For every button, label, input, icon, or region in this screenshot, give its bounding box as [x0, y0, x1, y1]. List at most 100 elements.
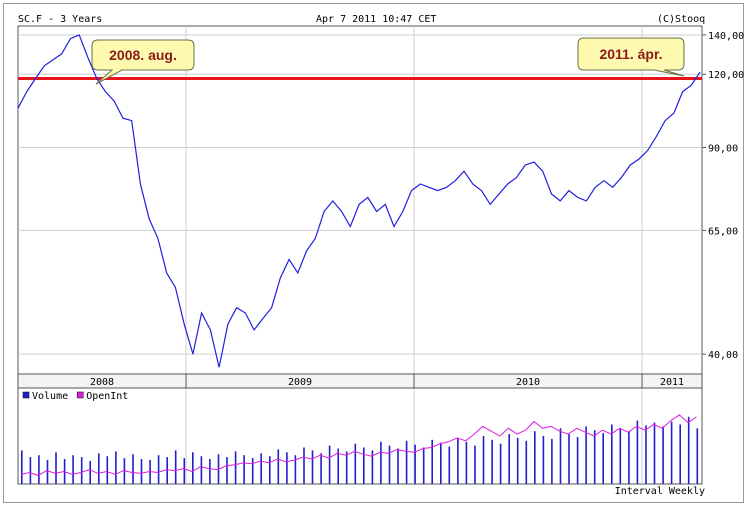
volume-bar: [55, 452, 57, 484]
volume-bar: [636, 420, 639, 484]
volume-bar: [388, 445, 391, 484]
x-tick-label: 2008: [90, 377, 114, 388]
volume-bar: [585, 426, 587, 484]
volume-bar: [98, 453, 100, 484]
volume-bar: [465, 441, 468, 484]
volume-bar: [192, 452, 194, 484]
volume-bar: [72, 455, 74, 484]
volume-plot-border: [17, 387, 703, 485]
volume-bar: [525, 440, 528, 484]
volume-bar: [157, 455, 160, 484]
volume-bar: [363, 447, 365, 484]
price-series: [17, 34, 701, 368]
chart-frame: SC.F - 3 Years Apr 7 2011 10:47 CET (C)S…: [3, 3, 744, 503]
volume-bar: [226, 457, 228, 484]
volume-bar: [662, 426, 664, 484]
volume-bar: [482, 436, 485, 484]
callout-label: 2008. aug.: [109, 47, 177, 63]
volume-bar: [29, 457, 32, 484]
volume-bar: [397, 448, 399, 484]
volume-bar: [551, 438, 553, 484]
volume-bar: [345, 451, 348, 484]
volume-bar: [21, 450, 23, 484]
x-tick-label: 2011: [660, 377, 684, 388]
symbol-label: SC.F - 3 Years: [18, 14, 103, 25]
price-grid: [17, 25, 703, 485]
volume-bar: [508, 434, 510, 484]
volume-bar: [243, 455, 245, 484]
volume-bar: [559, 428, 562, 484]
volume-bar: [474, 445, 476, 484]
volume-bar: [619, 428, 622, 484]
volume-bar: [294, 455, 297, 484]
callout-bubble: [577, 37, 685, 77]
callouts: 2008. aug. 2011. ápr.: [91, 37, 685, 85]
volume-bar: [516, 437, 519, 484]
volume-bar: [46, 460, 49, 484]
copyright-label: (C)Stooq: [657, 14, 706, 25]
volume-bar: [440, 442, 442, 484]
volume-bar: [380, 441, 382, 484]
volume-bar: [140, 459, 143, 484]
volume-bar: [679, 424, 681, 484]
volume-bar: [491, 439, 493, 484]
y-tick-label: 120,00: [708, 70, 744, 81]
volume-bar: [209, 459, 211, 484]
timestamp-label: Apr 7 2011 10:47 CET: [316, 14, 437, 25]
volume-bar: [593, 430, 596, 484]
volume-bar: [38, 455, 40, 484]
volume-bar: [260, 453, 262, 484]
volume-bar: [269, 456, 271, 484]
volume-bar: [106, 456, 109, 484]
volume-bars: [21, 416, 699, 484]
volume-bar: [354, 443, 357, 484]
volume-bar: [628, 431, 630, 484]
volume-bar: [183, 458, 186, 484]
callout-bubble: [91, 39, 195, 85]
volume-bar: [405, 440, 408, 484]
volume-bar: [89, 461, 91, 484]
volume-bar: [448, 446, 451, 484]
x-tick-label: 2009: [288, 377, 312, 388]
volume-bar: [115, 451, 117, 484]
legend: Volume OpenInt: [22, 391, 128, 402]
volume-bar: [534, 431, 536, 484]
callout-label: 2011. ápr.: [599, 46, 662, 62]
y-tick-label: 140,00: [708, 31, 744, 42]
volume-bar: [174, 450, 177, 484]
interval-label: Interval Weekly: [614, 486, 705, 497]
year-strip: [17, 373, 703, 389]
volume-bar: [457, 437, 459, 484]
volume-bar: [166, 457, 168, 484]
openint-line: [20, 414, 697, 476]
y-tick-label: 90,00: [708, 144, 738, 155]
volume-bar: [568, 434, 570, 484]
volume-bar: [132, 454, 134, 484]
volume-bar: [251, 458, 254, 484]
price-axis: 140,00 120,00 90,00 65,00 40,00: [702, 31, 744, 361]
volume-bar: [80, 457, 83, 484]
y-tick-label: 40,00: [708, 350, 738, 361]
price-line: [17, 34, 701, 368]
volume-bar: [542, 436, 545, 484]
legend-label: OpenInt: [86, 391, 128, 402]
volume-bar: [320, 453, 322, 484]
volume-bar: [611, 424, 613, 484]
legend-label: Volume: [32, 391, 68, 402]
volume-bar: [645, 425, 647, 484]
volume-bar: [328, 445, 331, 484]
openint-series: [20, 414, 697, 476]
legend-swatch: [76, 391, 84, 399]
y-tick-label: 65,00: [708, 226, 738, 237]
volume-bar: [371, 450, 374, 484]
x-tick-label: 2010: [516, 377, 540, 388]
volume-bar: [200, 456, 203, 484]
volume-bar: [277, 449, 280, 484]
volume-bar: [234, 451, 237, 484]
volume-bar: [414, 444, 416, 484]
volume-bar: [431, 439, 433, 484]
volume-bar: [286, 452, 288, 484]
legend-swatch: [22, 391, 30, 399]
volume-bar: [303, 447, 305, 484]
